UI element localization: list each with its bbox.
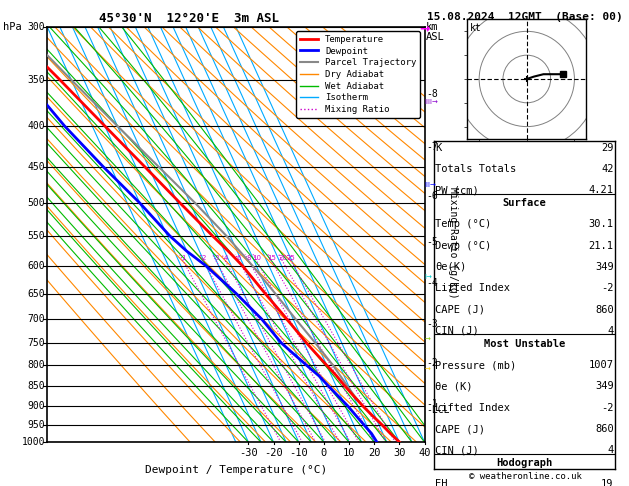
Text: →: → (425, 366, 430, 372)
Text: 25: 25 (287, 255, 296, 261)
Text: 20: 20 (278, 255, 287, 261)
Text: 21.1: 21.1 (589, 241, 614, 251)
Text: -8: -8 (426, 89, 438, 100)
Text: 850: 850 (28, 381, 45, 391)
Text: Lifted Index: Lifted Index (435, 403, 511, 413)
Text: 300: 300 (28, 22, 45, 32)
Text: 450: 450 (28, 162, 45, 172)
Text: 4: 4 (223, 255, 228, 261)
Text: Surface: Surface (503, 198, 547, 208)
Text: -1: -1 (426, 399, 438, 409)
Text: -2: -2 (601, 403, 614, 413)
Text: CIN (J): CIN (J) (435, 445, 479, 455)
Text: ASL: ASL (426, 32, 445, 42)
Text: Totals Totals: Totals Totals (435, 164, 516, 174)
Text: 1: 1 (181, 255, 186, 261)
Text: -2: -2 (426, 358, 438, 368)
Text: 19: 19 (601, 480, 614, 486)
Text: 30: 30 (393, 449, 406, 458)
Text: -20: -20 (264, 449, 283, 458)
Text: Most Unstable: Most Unstable (484, 339, 565, 349)
Text: 900: 900 (28, 401, 45, 411)
Text: Temp (°C): Temp (°C) (435, 219, 492, 229)
Text: 4: 4 (608, 445, 614, 455)
Text: 29: 29 (601, 142, 614, 153)
Text: 349: 349 (595, 262, 614, 272)
Text: -3: -3 (426, 319, 438, 329)
Text: 20: 20 (368, 449, 381, 458)
Text: km: km (426, 22, 438, 32)
Text: 550: 550 (28, 231, 45, 241)
Text: 42: 42 (601, 164, 614, 174)
Text: © weatheronline.co.uk: © weatheronline.co.uk (469, 472, 582, 481)
Text: 650: 650 (28, 289, 45, 298)
Text: 0: 0 (321, 449, 327, 458)
Text: 45°30'N  12°20'E  3m ASL: 45°30'N 12°20'E 3m ASL (99, 12, 279, 25)
Text: hPa: hPa (3, 22, 22, 32)
Text: 349: 349 (595, 382, 614, 391)
Text: -4: -4 (426, 278, 438, 288)
Text: →: → (420, 23, 430, 35)
Text: θe(K): θe(K) (435, 262, 467, 272)
Text: -LCL: -LCL (426, 405, 450, 415)
Text: kt: kt (470, 23, 481, 33)
Text: 800: 800 (28, 360, 45, 370)
Text: -6: -6 (426, 191, 438, 201)
Text: Pressure (mb): Pressure (mb) (435, 360, 516, 370)
Text: 15: 15 (267, 255, 276, 261)
Text: 600: 600 (28, 261, 45, 271)
Text: K: K (435, 142, 442, 153)
Legend: Temperature, Dewpoint, Parcel Trajectory, Dry Adiabat, Wet Adiabat, Isotherm, Mi: Temperature, Dewpoint, Parcel Trajectory… (296, 31, 420, 118)
Text: Lifted Index: Lifted Index (435, 283, 511, 294)
Text: Dewpoint / Temperature (°C): Dewpoint / Temperature (°C) (145, 465, 327, 475)
Text: CAPE (J): CAPE (J) (435, 424, 486, 434)
Text: -10: -10 (289, 449, 308, 458)
Text: 4.21: 4.21 (589, 185, 614, 195)
Text: 350: 350 (28, 75, 45, 85)
Text: CAPE (J): CAPE (J) (435, 305, 486, 314)
Text: 8: 8 (247, 255, 251, 261)
Text: Hodograph: Hodograph (496, 458, 553, 468)
Text: 15.08.2024  12GMT  (Base: 00): 15.08.2024 12GMT (Base: 00) (427, 12, 623, 22)
Text: PW (cm): PW (cm) (435, 185, 479, 195)
Text: III→: III→ (425, 182, 437, 188)
Text: -5: -5 (426, 237, 438, 247)
Text: 10: 10 (252, 255, 262, 261)
Text: Dewp (°C): Dewp (°C) (435, 241, 492, 251)
Text: 30.1: 30.1 (589, 219, 614, 229)
Text: 500: 500 (28, 198, 45, 208)
Text: -2: -2 (601, 283, 614, 294)
Text: I→: I→ (425, 274, 433, 280)
Text: 1000: 1000 (22, 437, 45, 447)
Text: 40: 40 (418, 449, 431, 458)
Text: 400: 400 (28, 121, 45, 131)
Text: 950: 950 (28, 419, 45, 430)
Text: CIN (J): CIN (J) (435, 326, 479, 336)
Text: Mixing Ratio (g/kg): Mixing Ratio (g/kg) (448, 187, 458, 299)
Text: θe (K): θe (K) (435, 382, 473, 391)
Text: 6: 6 (237, 255, 242, 261)
Text: 860: 860 (595, 305, 614, 314)
Text: 10: 10 (343, 449, 355, 458)
Text: 700: 700 (28, 314, 45, 324)
Text: 3: 3 (214, 255, 218, 261)
Text: EH: EH (435, 480, 448, 486)
Text: 1007: 1007 (589, 360, 614, 370)
Text: 750: 750 (28, 338, 45, 348)
Text: IIII→: IIII→ (425, 99, 438, 105)
Text: →: → (425, 337, 430, 343)
Text: 2: 2 (201, 255, 206, 261)
Text: -30: -30 (239, 449, 258, 458)
Text: -7: -7 (426, 142, 438, 152)
Text: 860: 860 (595, 424, 614, 434)
Text: 4: 4 (608, 326, 614, 336)
